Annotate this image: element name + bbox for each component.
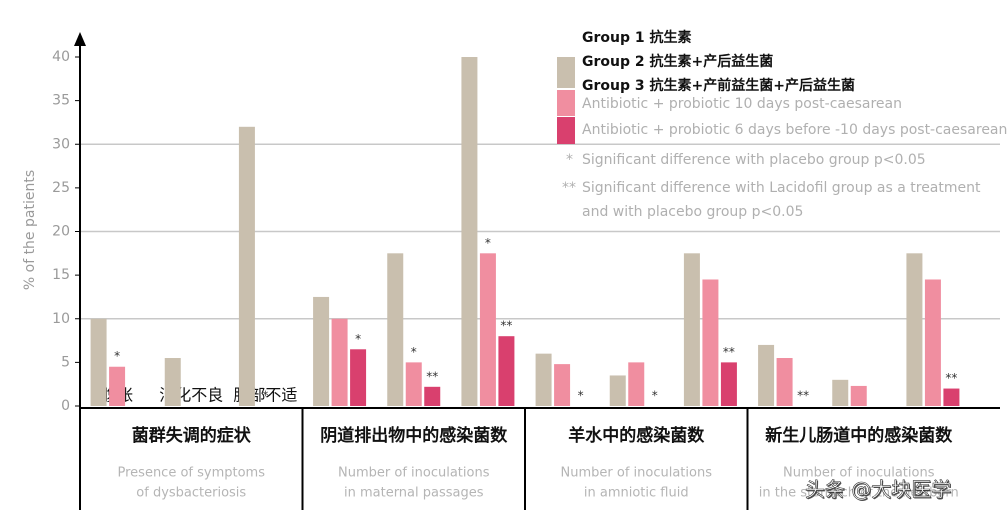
legend-note: Significant difference with placebo grou… [582, 152, 926, 168]
bar [109, 366, 126, 406]
section-subtitle: Number of inoculations [338, 466, 490, 481]
bar [906, 253, 923, 406]
legend-note: Antibiotic + probiotic 6 days before -10… [582, 122, 1007, 138]
bar [758, 344, 775, 406]
legend-label: Group 3 抗生素+产前益生菌+产后益生菌 [582, 77, 855, 94]
y-tick-label: 0 [61, 398, 70, 414]
bar [164, 358, 181, 406]
y-tick-label: 5 [61, 354, 70, 370]
bar [702, 279, 719, 406]
section-subtitle: in amniotic fluid [584, 486, 689, 501]
bar [609, 375, 626, 406]
significance-mark: * [411, 345, 417, 359]
bar [313, 296, 330, 406]
significance-mark: ** [797, 389, 809, 403]
y-tick-label: 10 [52, 311, 70, 327]
section-subtitle: Number of inoculations [561, 466, 713, 481]
significance-mark: * [355, 332, 361, 346]
section-label: 菌群失调的症状 [132, 425, 252, 446]
section-subtitle: in the stomach of the newborn [759, 486, 959, 501]
section-label: 羊水中的感染菌数 [568, 425, 705, 446]
y-tick-label: 35 [52, 93, 70, 109]
significance-mark: * [578, 389, 584, 403]
bar [924, 279, 941, 406]
y-tick-label: 20 [52, 224, 70, 240]
legend-swatch [557, 90, 575, 116]
bar [683, 253, 700, 406]
legend-note: Antibiotic + probiotic 10 days post-caes… [582, 96, 902, 112]
y-axis-label: % of the patients [22, 170, 38, 290]
significance-mark: * [262, 389, 268, 403]
significance-mark: * [114, 349, 120, 363]
bar [479, 253, 496, 406]
legend-swatch [557, 117, 575, 144]
legend-note: ** [562, 180, 576, 196]
section-label: 阴道排出物中的感染菌数 [320, 425, 508, 446]
bar [943, 388, 960, 406]
legend-note: and with placebo group p<0.05 [582, 204, 803, 220]
section-subtitle: in maternal passages [344, 486, 484, 501]
watermark: 头条 @大块医学 [805, 478, 951, 502]
bar [832, 379, 849, 406]
bar [720, 362, 737, 406]
bar [405, 362, 422, 406]
significance-mark: * [485, 236, 491, 250]
significance-mark: ** [723, 345, 735, 359]
axis-arrow [74, 32, 86, 46]
bar [850, 385, 867, 406]
bar [461, 57, 478, 406]
bar [90, 318, 107, 406]
legend-label: Group 1 抗生素 [582, 29, 692, 46]
bar [387, 253, 404, 406]
section-subtitle: Presence of symptoms [118, 466, 266, 481]
legend-note: * [566, 152, 573, 168]
bar [498, 336, 515, 406]
legend-swatch [557, 57, 575, 88]
bar [238, 126, 255, 407]
section-subtitle: Number of inoculations [783, 466, 935, 481]
significance-mark: ** [945, 371, 957, 385]
bar [535, 353, 552, 406]
bar [554, 364, 571, 406]
bar [776, 358, 793, 406]
bar [424, 386, 441, 406]
significance-mark: * [652, 389, 658, 403]
bar [628, 362, 645, 406]
y-tick-label: 25 [52, 180, 70, 196]
bar [331, 318, 348, 406]
watermark-shadow: 头条 @大块医学 [806, 479, 952, 503]
bar [350, 349, 367, 406]
y-tick-label: 40 [52, 49, 70, 65]
y-tick-label: 30 [52, 136, 70, 152]
significance-mark: ** [426, 369, 438, 383]
section-subtitle: of dysbacteriosis [136, 486, 246, 501]
legend-label: Group 2 抗生素+产后益生菌 [582, 53, 773, 70]
significance-mark: ** [500, 319, 512, 333]
y-tick-label: 15 [52, 267, 70, 283]
section-label: 新生儿肠道中的感染菌数 [765, 425, 953, 446]
legend-note: Significant difference with Lacidofil gr… [582, 180, 981, 196]
